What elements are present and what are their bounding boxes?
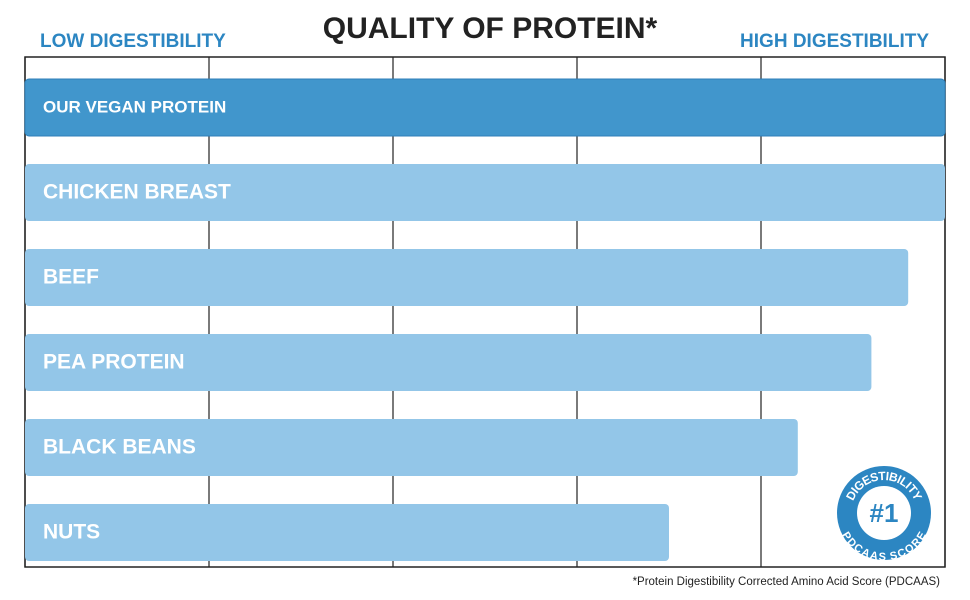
badge: DIGESTIBILITY #1 PDCAAS SCORE (837, 466, 931, 563)
bar-label: CHICKEN BREAST (43, 181, 231, 204)
bar-label: BLACK BEANS (43, 436, 196, 459)
left-label: LOW DIGESTIBILITY (40, 31, 226, 52)
bar (24, 78, 946, 137)
bar (25, 249, 909, 306)
bar (25, 164, 945, 221)
bar-label: PEA PROTEIN (43, 351, 185, 374)
chart-title: QUALITY OF PROTEIN* (323, 12, 658, 45)
grid (24, 57, 946, 567)
bar-label: BEEF (43, 266, 99, 289)
right-label: HIGH DIGESTIBILITY (740, 31, 929, 52)
bar-label: OUR VEGAN PROTEIN (43, 97, 226, 116)
badge-number: #1 (870, 498, 899, 528)
bars: OUR VEGAN PROTEIN CHICKEN BREAST BEEF PEA P… (24, 78, 946, 561)
badge-center (857, 486, 911, 540)
bar-label: NUTS (43, 521, 100, 544)
bar (25, 504, 669, 561)
footnote: *Protein Digestibility Corrected Amino A… (633, 576, 941, 588)
bar (25, 419, 798, 476)
bar (25, 334, 872, 391)
